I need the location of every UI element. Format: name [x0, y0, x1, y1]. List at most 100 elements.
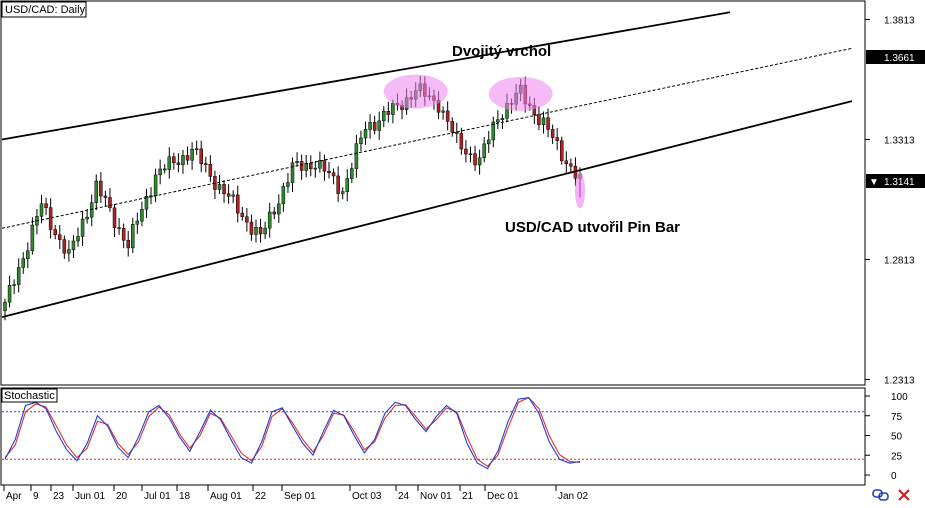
candle-bull [94, 180, 99, 203]
candle-bull [16, 267, 21, 285]
stochastic-tick-label: 0 [891, 471, 897, 482]
chart-title: USD/CAD: Daily [5, 4, 86, 16]
candle-bull [12, 284, 16, 286]
candle-bear [272, 211, 276, 215]
candle-bear [258, 227, 263, 235]
time-tick-label: Nov 01 [420, 491, 452, 502]
candle-bear [550, 129, 555, 138]
candle-bear [62, 239, 67, 254]
candle-bull [144, 196, 149, 210]
candle-bull [263, 227, 267, 235]
candle-bear [327, 171, 331, 173]
candle-bear [199, 148, 203, 165]
close-icon[interactable] [897, 488, 911, 502]
price-box-current-label: 1.3141 [884, 177, 915, 188]
time-axis: Apr 9 23 Jun 01 20 Jul 01 18 Aug 01 22 Sep 01 Oct … [3, 485, 588, 502]
candle-bull [254, 227, 258, 235]
candle-bull [39, 203, 44, 217]
candle-bear [386, 111, 391, 115]
candle-bear [185, 155, 190, 161]
price-tick-label: 1.2313 [884, 375, 915, 386]
link-icon[interactable] [872, 489, 889, 501]
candle-bull [377, 120, 381, 131]
stochastic-title-box [1, 388, 58, 403]
candle-bull [482, 143, 486, 159]
candle-bear [559, 140, 564, 162]
stochastic-title: Stochastic [4, 390, 55, 402]
price-box-top-label: 1.3661 [884, 53, 915, 64]
candle-bear [473, 153, 477, 166]
price-tick-label: 1.2813 [884, 255, 915, 266]
candle-bull [231, 194, 235, 197]
candle-bear [58, 234, 62, 240]
stochastic-tick-label: 50 [891, 432, 903, 443]
candle-bull [368, 122, 372, 130]
candle-bull [350, 168, 354, 179]
candle-bear [331, 172, 336, 177]
candle-bull [7, 284, 12, 303]
candle-bull [286, 182, 290, 187]
candle-bear [204, 163, 208, 166]
stochastic-panel [0, 387, 866, 486]
candle-bull [267, 211, 272, 229]
candle-bull [21, 258, 26, 268]
candle-bull [80, 218, 85, 237]
candle-bull [26, 250, 30, 260]
candle-bear [372, 122, 377, 131]
time-tick-label: Jan 02 [558, 491, 588, 502]
candle-bull [135, 220, 140, 225]
candle-bull [382, 111, 386, 122]
candle-bull [295, 161, 299, 164]
candle-bull [541, 117, 546, 126]
candle-bull [158, 168, 162, 176]
time-tick-label: Aug 01 [210, 491, 242, 502]
candle-bear [226, 193, 231, 197]
time-tick-label: 9 [33, 491, 39, 502]
price-tick-label: 1.3813 [884, 15, 915, 26]
candle-bear [162, 168, 167, 171]
candle-bull [313, 167, 318, 170]
candle-bull [486, 139, 491, 145]
channel-group [1, 11, 853, 318]
price-axis: 1.3813 1.3313 1.2813 1.2313 [865, 15, 915, 386]
candle-bull [71, 240, 76, 250]
candle-bull [281, 186, 286, 205]
candle-bear [249, 221, 254, 235]
stochastic-group [2, 396, 864, 470]
candle-bull [491, 121, 496, 141]
double-top-highlight-2 [488, 76, 553, 111]
stochastic-tick-label: 25 [891, 451, 903, 462]
current-price-marker: ▼ [869, 177, 879, 188]
candle-bull [190, 148, 194, 161]
channel-lower-line [1, 100, 853, 318]
candle-bull [477, 157, 482, 166]
pin-bar-annotation: USD/CAD utvořil Pin Bar [505, 219, 680, 236]
candle-bull [131, 224, 135, 249]
double-top-annotation: Dvojitý vrchol [452, 43, 551, 60]
stochastic-axis: 100 75 50 25 0 [865, 392, 908, 482]
candle-bull [363, 129, 368, 139]
candle-bull [67, 249, 71, 254]
candle-bear [121, 228, 126, 241]
candle-bull [345, 178, 350, 192]
candle-bull [496, 119, 500, 123]
time-tick-label: Apr [6, 491, 22, 502]
candle-bull [354, 143, 359, 169]
candle-bear [322, 160, 327, 172]
candle-bull [468, 153, 473, 155]
candle-bear [564, 160, 569, 165]
candle-bear [459, 133, 464, 150]
candle-bear [208, 163, 213, 177]
time-tick-label: 20 [116, 491, 128, 502]
candle-bull [85, 216, 89, 220]
candle-bull [217, 184, 222, 190]
candle-bear [172, 156, 176, 163]
candle-bear [245, 216, 249, 223]
highlights-group [383, 74, 585, 209]
price-panel [0, 0, 866, 386]
candle-bull [194, 148, 199, 151]
double-top-highlight-1 [383, 74, 448, 109]
time-tick-label: 24 [398, 491, 410, 502]
time-tick-label: 22 [255, 491, 267, 502]
